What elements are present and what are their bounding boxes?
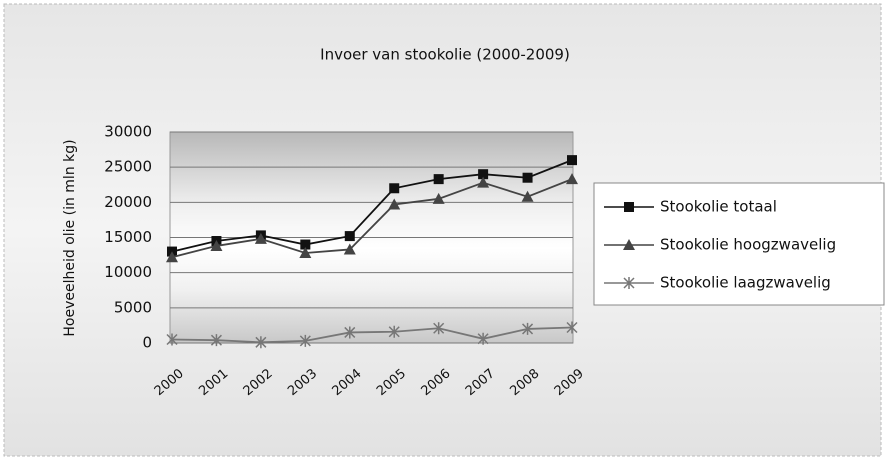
- data-point: [255, 336, 267, 349]
- y-tick-label: 10000: [104, 263, 152, 281]
- data-point: [344, 231, 355, 242]
- data-point: [254, 232, 267, 244]
- data-point: [166, 333, 178, 346]
- data-point: [300, 239, 311, 250]
- data-point: [210, 239, 223, 251]
- data-point: [433, 322, 445, 335]
- data-point: [521, 190, 534, 202]
- data-point: [567, 155, 577, 166]
- data-point: [388, 325, 400, 338]
- data-point: [477, 176, 490, 188]
- series-line: [171, 178, 573, 259]
- y-tick-label: 20000: [104, 193, 152, 211]
- data-point: [522, 322, 534, 335]
- y-tick-label: 5000: [114, 298, 152, 316]
- chart-title: Invoer van stookolie (2000-2009): [320, 46, 570, 64]
- data-point: [433, 174, 444, 185]
- series-line: [171, 326, 573, 344]
- data-point: [210, 334, 222, 347]
- legend-marker: [623, 277, 635, 289]
- legend-marker: [623, 239, 635, 250]
- data-point: [344, 326, 356, 339]
- data-point: [478, 169, 489, 180]
- data-point: [389, 183, 400, 194]
- legend-marker: [624, 202, 634, 212]
- y-tick-label: 0: [142, 334, 152, 352]
- data-point: [388, 198, 401, 210]
- data-point: [432, 192, 445, 204]
- legend-label: Stookolie laagzwavelig: [660, 274, 831, 292]
- y-axis-label: Hoeveelheid olie (in mln kg): [62, 139, 78, 336]
- legend-label: Stookolie totaal: [660, 198, 777, 216]
- data-point: [566, 321, 578, 334]
- legend: [593, 182, 885, 306]
- data-point: [566, 173, 578, 185]
- legend-label: Stookolie hoogzwavelig: [660, 236, 836, 254]
- data-point: [477, 332, 489, 345]
- y-tick-label: 30000: [104, 123, 152, 141]
- data-point: [299, 334, 311, 347]
- series-line: [171, 159, 573, 253]
- data-point: [166, 251, 178, 263]
- y-tick-label: 15000: [104, 228, 152, 246]
- data-point: [299, 246, 312, 258]
- data-point: [343, 243, 356, 255]
- data-point: [522, 172, 533, 183]
- y-tick-label: 25000: [104, 158, 152, 176]
